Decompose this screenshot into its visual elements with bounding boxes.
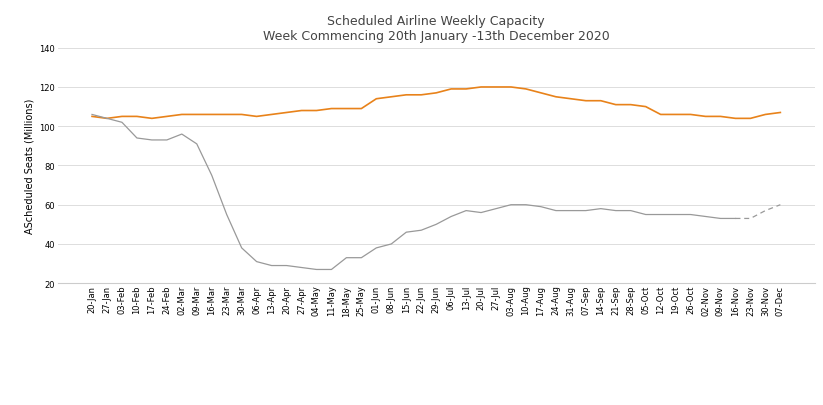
Title: Scheduled Airline Weekly Capacity
Week Commencing 20th January -13th December 20: Scheduled Airline Weekly Capacity Week C… — [263, 15, 610, 43]
Y-axis label: AScheduled Seats (Millions): AScheduled Seats (Millions) — [25, 98, 35, 234]
